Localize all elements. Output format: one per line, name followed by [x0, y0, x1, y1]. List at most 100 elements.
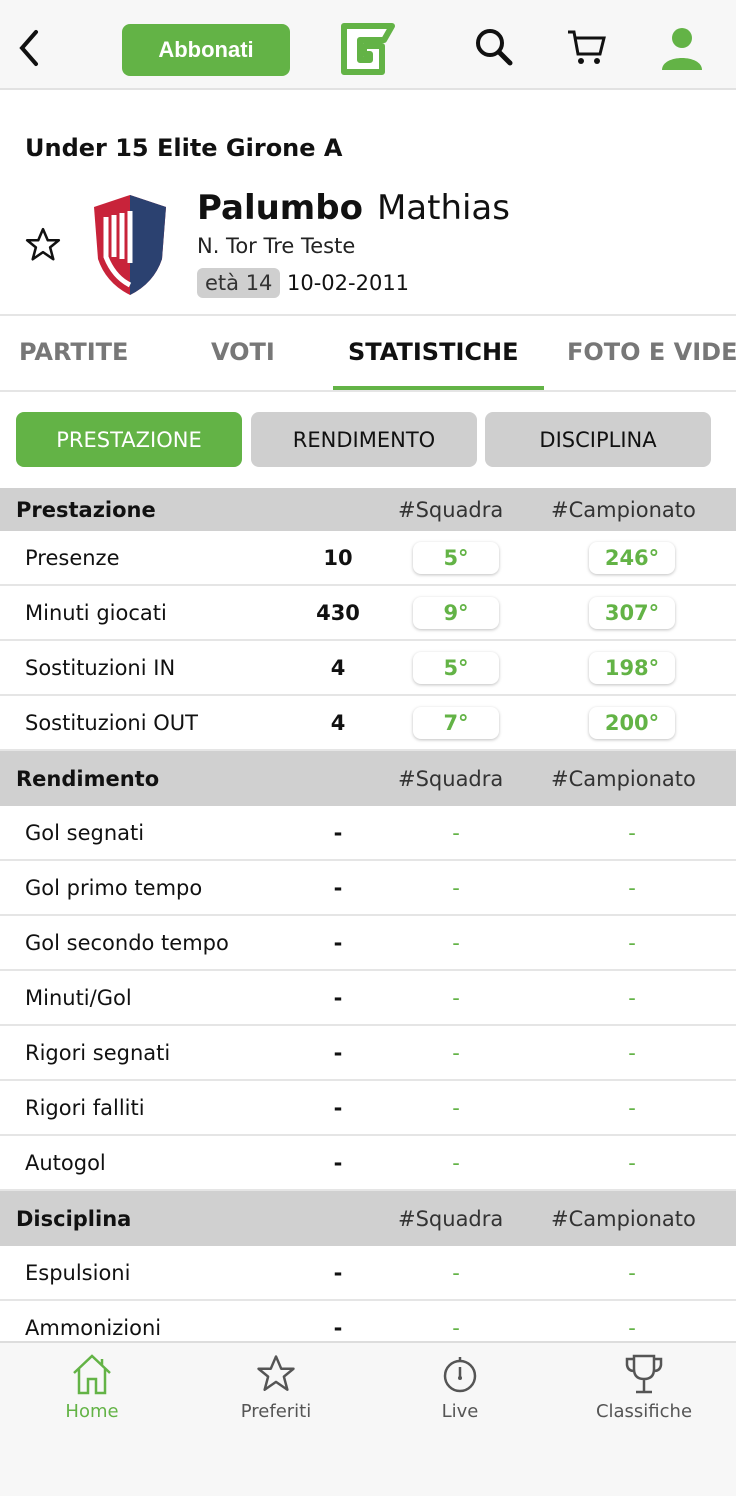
stat-value: -: [333, 820, 343, 845]
league-rank: -: [628, 1315, 636, 1340]
team-rank: -: [452, 1150, 460, 1175]
subscribe-button[interactable]: Abbonati: [122, 24, 290, 76]
table-row: Gol primo tempo - - -: [0, 861, 736, 916]
nav-classifiche[interactable]: Classifiche: [564, 1353, 724, 1422]
team-rank: -: [452, 1260, 460, 1285]
segment-disciplina[interactable]: DISCIPLINA: [485, 412, 711, 467]
stat-label: Minuti giocati: [25, 600, 167, 625]
favorite-star-icon[interactable]: [24, 226, 62, 264]
nav-home[interactable]: Home: [12, 1353, 172, 1422]
table-row: Minuti giocati 430 9° 307°: [0, 586, 736, 641]
stat-label: Espulsioni: [25, 1260, 131, 1285]
active-tab-indicator: [333, 386, 544, 390]
league-rank: -: [628, 1040, 636, 1065]
league-rank: -: [628, 875, 636, 900]
table-row: Sostituzioni OUT 4 7° 200°: [0, 696, 736, 751]
nav-preferiti[interactable]: Preferiti: [196, 1353, 356, 1422]
stat-value: -: [333, 1315, 343, 1340]
table-row: Presenze 10 5° 246°: [0, 531, 736, 586]
nav-live-label: Live: [441, 1401, 479, 1422]
brand-logo[interactable]: [338, 20, 396, 78]
league-rank: -: [628, 1095, 636, 1120]
league-rank: 307°: [589, 596, 675, 629]
stat-label: Rigori falliti: [25, 1095, 145, 1120]
stat-label: Gol segnati: [25, 820, 145, 845]
league-rank: -: [628, 1260, 636, 1285]
search-icon[interactable]: [473, 26, 515, 68]
stat-label: Gol secondo tempo: [25, 930, 229, 955]
team-rank: -: [452, 985, 460, 1010]
user-icon[interactable]: [660, 26, 704, 72]
segment-rendimento[interactable]: RENDIMENTO: [251, 412, 477, 467]
table-row: Rigori segnati - - -: [0, 1026, 736, 1081]
table-row: Gol segnati - - -: [0, 806, 736, 861]
stat-label: Sostituzioni OUT: [25, 710, 198, 735]
team-rank-header: #Squadra: [398, 1206, 504, 1231]
league-rank: -: [628, 1150, 636, 1175]
age-badge: età 14: [197, 268, 281, 298]
tab-bar: PARTITE VOTI STATISTICHE FOTO E VIDEO: [0, 314, 736, 392]
section-title: Disciplina: [16, 1206, 132, 1231]
league-rank: 198°: [589, 651, 675, 684]
league-rank: -: [628, 985, 636, 1010]
stat-label: Minuti/Gol: [25, 985, 132, 1010]
team-rank: 7°: [413, 706, 499, 739]
section-title: Rendimento: [16, 766, 160, 791]
cart-icon[interactable]: [566, 26, 608, 68]
tab-partite[interactable]: PARTITE: [19, 338, 129, 366]
stat-value: -: [333, 1040, 343, 1065]
tab-foto-video[interactable]: FOTO E VIDEO: [567, 338, 736, 366]
team-rank: -: [452, 1095, 460, 1120]
league-rank: 200°: [589, 706, 675, 739]
segment-prestazione[interactable]: PRESTAZIONE: [16, 412, 242, 467]
team-crest: [94, 195, 166, 295]
league-rank-header: #Campionato: [551, 1206, 696, 1231]
team-rank-header: #Squadra: [398, 497, 504, 522]
team-rank-header: #Squadra: [398, 766, 504, 791]
star-icon: [257, 1355, 295, 1391]
league-rank: -: [628, 930, 636, 955]
table-row: Autogol - - -: [0, 1136, 736, 1191]
section-title: Prestazione: [16, 497, 156, 522]
tab-statistiche[interactable]: STATISTICHE: [348, 338, 519, 366]
top-bar: Abbonati: [0, 0, 736, 90]
tab-voti[interactable]: VOTI: [211, 338, 275, 366]
stats-table: Prestazione #Squadra #Campionato Presenz…: [0, 488, 736, 1341]
section-header: Prestazione #Squadra #Campionato: [0, 488, 736, 531]
league-rank: -: [628, 820, 636, 845]
table-row: Rigori falliti - - -: [0, 1081, 736, 1136]
team-rank: 9°: [413, 596, 499, 629]
bottom-nav: Home Preferiti Live Classifiche: [0, 1341, 736, 1496]
team-rank: -: [452, 1315, 460, 1340]
section-header: Rendimento #Squadra #Campionato: [0, 751, 736, 806]
team-rank: -: [452, 930, 460, 955]
stat-value: -: [333, 985, 343, 1010]
stat-value: -: [333, 930, 343, 955]
stat-value: 4: [330, 710, 346, 735]
stat-value: 10: [323, 545, 353, 570]
player-first-name: Mathias: [376, 188, 510, 228]
team-rank: -: [452, 820, 460, 845]
nav-live[interactable]: Live: [380, 1353, 540, 1422]
stat-label: Sostituzioni IN: [25, 655, 176, 680]
competition-title: Under 15 Elite Girone A: [25, 134, 343, 162]
stat-value: 430: [316, 600, 360, 625]
stat-label: Ammonizioni: [25, 1315, 162, 1340]
back-icon[interactable]: [14, 28, 44, 68]
birth-date: 10-02-2011: [287, 271, 410, 295]
player-team[interactable]: N. Tor Tre Teste: [197, 234, 356, 258]
player-surname: Palumbo: [197, 188, 363, 228]
section-header: Disciplina #Squadra #Campionato: [0, 1191, 736, 1246]
table-row: Gol secondo tempo - - -: [0, 916, 736, 971]
stat-value: -: [333, 1260, 343, 1285]
player-name: Palumbo Mathias: [197, 188, 510, 228]
nav-home-label: Home: [65, 1401, 119, 1422]
table-row: Espulsioni - - -: [0, 1246, 736, 1301]
stat-value: -: [333, 875, 343, 900]
stopwatch-icon: [443, 1357, 477, 1393]
league-rank-header: #Campionato: [551, 497, 696, 522]
league-rank: 246°: [589, 541, 675, 574]
home-icon: [73, 1354, 111, 1395]
stat-label: Presenze: [25, 545, 120, 570]
stat-label: Gol primo tempo: [25, 875, 203, 900]
